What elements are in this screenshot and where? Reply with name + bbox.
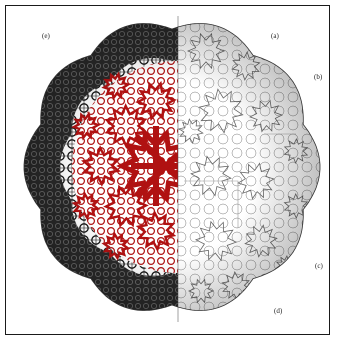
edge-shading [24,23,320,311]
label-e: (e) [42,32,50,40]
label-c: (c) [315,262,323,270]
islamic-tiling-fractal [23,16,321,322]
rosette-outline [23,23,321,311]
figure-frame: (e) (a) (b) (c) (d) [5,5,330,335]
label-b: (b) [314,73,323,81]
label-d: (d) [274,307,283,315]
rosette-body [24,23,320,311]
label-a: (a) [271,32,279,40]
